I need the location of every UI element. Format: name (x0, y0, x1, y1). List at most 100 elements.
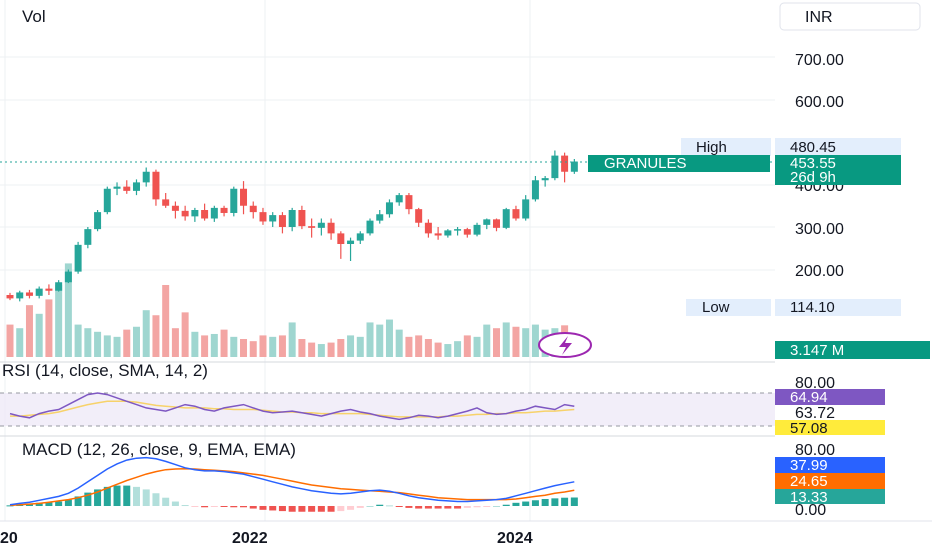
price-tick: 700.00 (795, 52, 844, 69)
macd-tick: 0.00 (795, 502, 826, 519)
volume-bar (473, 336, 481, 357)
rsi-ma-tag: 57.08 (775, 420, 885, 437)
candle-body (347, 240, 355, 244)
macd-hist-bar (35, 502, 43, 506)
candle-body (25, 292, 33, 296)
macd-title: MACD (12, 26, close, 9, EMA, EMA) (22, 440, 296, 459)
macd-hist-bar (64, 499, 72, 506)
macd-hist-bar (366, 506, 374, 507)
volume-bar (132, 326, 140, 357)
volume-bar (16, 328, 24, 357)
currency-button[interactable]: INR (779, 2, 921, 31)
candle-body (483, 219, 491, 225)
volume-bar (6, 324, 14, 357)
volume-bar (308, 342, 316, 357)
macd-hist-bar (74, 496, 82, 506)
macd-hist-bar (288, 506, 296, 512)
candle-body (385, 202, 393, 215)
macd-hist-bar (240, 506, 248, 508)
signal-value-tag: 24.65 (775, 473, 885, 490)
volume-bar (45, 299, 53, 357)
macd-value-tag: 37.99 (775, 457, 885, 474)
symbol-price-tag: GRANULES 453.55 26d 9h (588, 155, 901, 186)
lightning-icon[interactable] (538, 332, 592, 358)
svg-text:INR: INR (805, 9, 833, 26)
volume-bar (512, 326, 520, 357)
macd-hist-bar (201, 506, 209, 508)
volume-bar (522, 328, 530, 357)
volume-bar (278, 335, 286, 357)
macd-hist-bar (220, 506, 228, 507)
candle-body (298, 210, 306, 227)
macd-hist-bar (249, 506, 257, 509)
high-tag: High 480.45 (681, 138, 901, 156)
volume-bar (366, 322, 374, 357)
macd-hist-bar (259, 506, 267, 510)
price-tick: 300.00 (795, 221, 844, 238)
volume-bar (385, 319, 393, 357)
svg-text:GRANULES: GRANULES (604, 155, 687, 172)
volume-bar (94, 331, 102, 357)
candle-body (162, 199, 170, 206)
rsi-band (0, 393, 775, 426)
candle-body (551, 155, 559, 179)
macd-hist-bar (356, 506, 364, 508)
volume-bar (424, 339, 432, 357)
candle-body (541, 178, 549, 181)
volume-bar (210, 333, 218, 357)
macd-hist-bar (123, 485, 131, 506)
macd-hist-bar (171, 501, 179, 506)
volume-bar (434, 342, 442, 357)
volume-bar (142, 310, 150, 357)
volume-bar (191, 331, 199, 357)
volume-bar (463, 335, 471, 357)
candle-body (444, 230, 452, 236)
svg-text:Low: Low (702, 299, 730, 316)
price-tick: 200.00 (795, 263, 844, 280)
candle-body (249, 205, 257, 213)
svg-text:24.65: 24.65 (790, 473, 828, 490)
macd-hist-bar (522, 501, 530, 506)
macd-hist-bar (415, 506, 423, 509)
grid-lines (0, 0, 775, 521)
volume-bar (288, 322, 296, 357)
candle-body (561, 155, 569, 172)
candle-body (74, 244, 82, 272)
volume-bar (531, 324, 539, 357)
candle-body (434, 233, 442, 236)
macd-hist-bar (6, 505, 14, 507)
macd-hist-bar (502, 504, 510, 506)
time-tick: 2022 (232, 530, 268, 547)
svg-text:64.94: 64.94 (790, 389, 828, 406)
time-tick: 20 (0, 530, 18, 547)
svg-text:114.10: 114.10 (790, 299, 835, 316)
rsi-tick: 80.00 (795, 375, 835, 392)
candle-body (415, 209, 423, 223)
macd-hist-bar (424, 506, 432, 509)
macd-hist-bar (298, 506, 306, 512)
macd-hist-bar (473, 506, 481, 508)
macd-hist-bar (454, 506, 462, 509)
volume-bar (171, 328, 179, 357)
candle-body (317, 222, 325, 228)
macd-hist-bar (405, 506, 413, 508)
macd-hist-bar (55, 501, 63, 506)
volume-bar (269, 336, 277, 357)
svg-text:26d 9h: 26d 9h (790, 169, 836, 186)
candle-body (512, 209, 520, 219)
svg-text:37.99: 37.99 (790, 457, 828, 474)
rsi-ma-line (10, 400, 575, 418)
volume-bar (220, 329, 228, 357)
candle-body (45, 288, 53, 291)
candle-body (230, 188, 238, 213)
volume-bar (317, 344, 325, 357)
candle-body (84, 229, 92, 245)
volume-bar (502, 322, 510, 357)
candle-body (405, 195, 413, 210)
macd-hist-bar (113, 485, 121, 506)
low-tag: Low 114.10 (686, 299, 901, 316)
volume-bar (162, 285, 170, 357)
macd-hist-bar (531, 500, 539, 506)
macd-hist-bar (103, 486, 111, 506)
